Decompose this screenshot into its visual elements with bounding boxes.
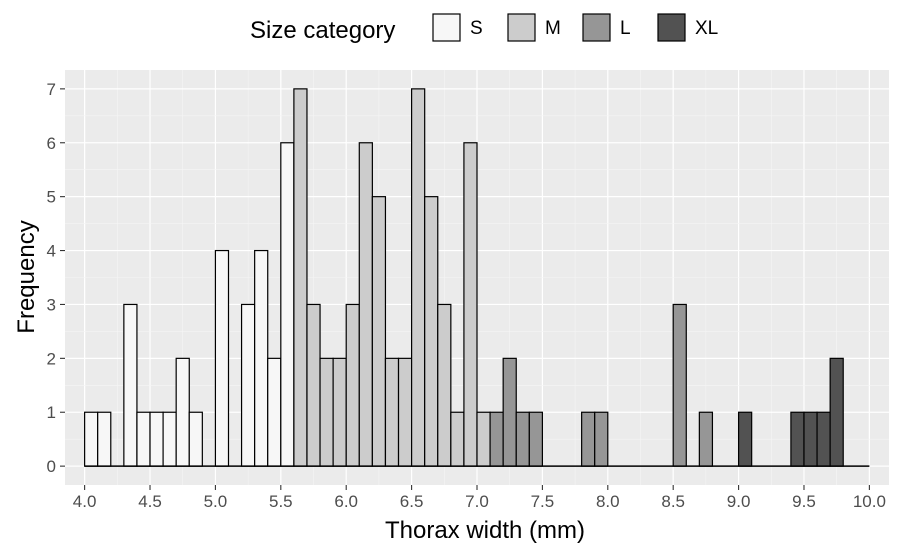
legend-item-m: M (507, 13, 561, 42)
y-tick-label: 0 (47, 457, 56, 476)
x-tick-label: 5.0 (204, 492, 228, 511)
histogram-bar-s (97, 411, 112, 467)
y-tick-label: 4 (47, 242, 56, 261)
x-tick-label: 8.5 (661, 492, 685, 511)
histogram-bar-xl (803, 411, 818, 467)
histogram-bar-l (672, 303, 687, 467)
histogram-bar-l (489, 411, 504, 467)
x-tick-label: 6.0 (334, 492, 358, 511)
histogram-bar-m (358, 142, 373, 467)
x-tick-label: 4.0 (73, 492, 97, 511)
x-tick-label: 8.0 (596, 492, 620, 511)
x-tick-label: 7.5 (531, 492, 555, 511)
histogram-bar-m (384, 357, 400, 467)
x-tick-label: 4.5 (138, 492, 162, 511)
histogram-bar-s (254, 249, 269, 467)
histogram-bar-s (84, 411, 99, 467)
x-tick-label: 7.0 (465, 492, 489, 511)
legend-item-xl: XL (657, 13, 718, 42)
legend-item-l: L (582, 13, 631, 42)
y-tick-label: 5 (47, 188, 56, 207)
histogram-bar-l (502, 357, 517, 467)
histogram-bar-m (424, 196, 439, 467)
y-tick-label: 6 (47, 134, 56, 153)
histogram-bar-s (214, 249, 230, 467)
histogram-bar-xl (737, 411, 753, 467)
legend-swatch (657, 13, 686, 42)
legend-item-s: S (432, 13, 483, 42)
histogram-bar-m (319, 357, 334, 467)
histogram-bar-m (293, 88, 308, 467)
histogram-bar-s (136, 411, 151, 467)
x-tick-label: 9.0 (727, 492, 751, 511)
x-tick-label: 5.5 (269, 492, 293, 511)
legend-swatch (582, 13, 611, 42)
histogram-bar-s (240, 303, 256, 467)
histogram-bar-s (149, 411, 164, 467)
histogram-bar-s (188, 411, 203, 467)
histogram-bar-l (515, 411, 530, 467)
y-tick-label: 3 (47, 295, 56, 314)
x-axis-title: Thorax width (mm) (385, 517, 585, 544)
histogram-bars (84, 88, 844, 467)
legend-swatch (432, 13, 461, 42)
legend: Size category S M L XL (250, 13, 718, 44)
histogram-bar-l (594, 411, 609, 467)
x-tick-label: 10.0 (853, 492, 886, 511)
legend-label: M (545, 18, 561, 39)
y-tick-label: 7 (47, 80, 56, 99)
y-axis-ticks: 0 1 2 3 4 5 6 7 (47, 80, 65, 476)
legend-label: S (470, 18, 483, 39)
histogram-bar-s (267, 357, 282, 467)
histogram-bar-m (463, 142, 478, 467)
histogram-bar-l (698, 411, 714, 467)
histogram-bar-m (476, 411, 491, 467)
y-tick-label: 1 (47, 403, 56, 422)
histogram-bar-m (411, 88, 426, 467)
legend-swatch (507, 13, 536, 42)
histogram-bar-s (280, 142, 295, 467)
histogram-bar-m (371, 196, 387, 467)
y-tick-label: 2 (47, 349, 56, 368)
histogram-bar-m (397, 357, 413, 467)
y-axis-title: Frequency (13, 220, 40, 333)
histogram-bar-m (306, 303, 321, 467)
legend-title: Size category (250, 17, 395, 44)
legend-label: L (620, 18, 631, 39)
histogram-bar-m (332, 357, 347, 467)
histogram-bar-s (123, 303, 138, 467)
histogram-bar-xl (790, 411, 805, 467)
histogram-bar-l (528, 411, 543, 467)
legend-label: XL (695, 18, 718, 39)
histogram-bar-xl (829, 357, 844, 467)
histogram-bar-m (345, 303, 360, 467)
x-tick-label: 9.5 (792, 492, 816, 511)
histogram-bar-xl (816, 411, 831, 467)
histogram-bar-s (162, 411, 177, 467)
x-axis-ticks: 4.0 4.5 5.0 5.5 6.0 6.5 7.0 7.5 8.0 8.5 9.0 9.5 10.0 (73, 485, 886, 511)
histogram-bar-m (450, 411, 465, 467)
x-tick-label: 6.5 (400, 492, 424, 511)
histogram-bar-s (175, 357, 190, 467)
histogram-bar-m (437, 303, 452, 467)
histogram-bar-l (581, 411, 596, 467)
